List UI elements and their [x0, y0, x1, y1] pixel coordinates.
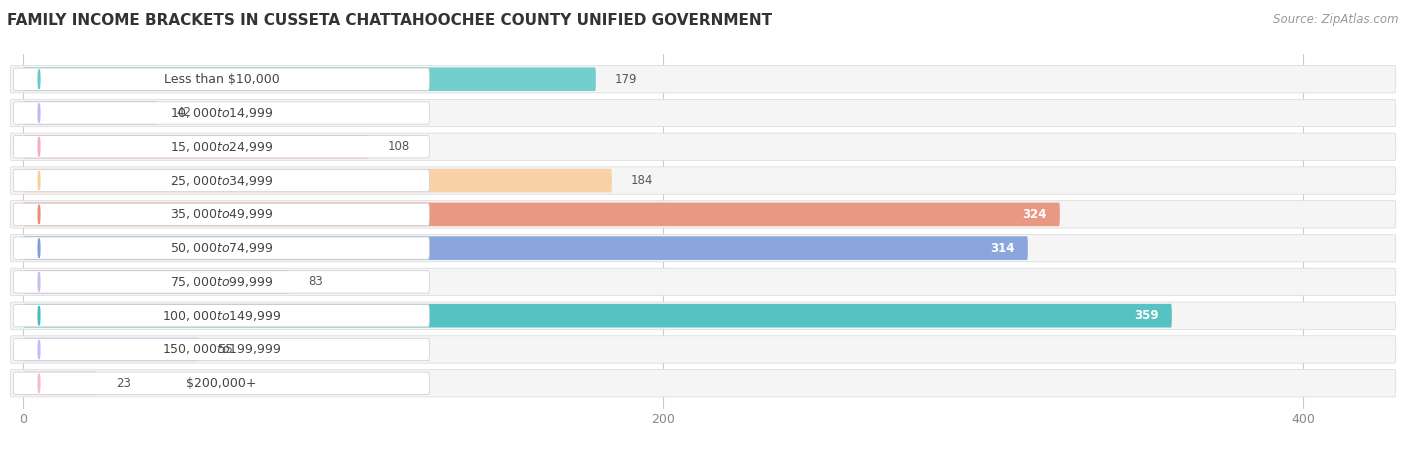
FancyBboxPatch shape [22, 236, 1028, 260]
FancyBboxPatch shape [22, 371, 97, 395]
FancyBboxPatch shape [10, 133, 1396, 160]
Text: 184: 184 [631, 174, 654, 187]
Text: Less than $10,000: Less than $10,000 [163, 73, 280, 86]
FancyBboxPatch shape [10, 268, 1396, 295]
Text: $50,000 to $74,999: $50,000 to $74,999 [170, 241, 273, 255]
Text: $35,000 to $49,999: $35,000 to $49,999 [170, 207, 273, 221]
FancyBboxPatch shape [10, 167, 1396, 194]
FancyBboxPatch shape [14, 339, 429, 361]
Text: $100,000 to $149,999: $100,000 to $149,999 [162, 309, 281, 323]
FancyBboxPatch shape [14, 102, 429, 124]
FancyBboxPatch shape [22, 169, 612, 192]
FancyBboxPatch shape [14, 237, 429, 259]
Text: $75,000 to $99,999: $75,000 to $99,999 [170, 275, 273, 289]
FancyBboxPatch shape [14, 304, 429, 327]
Circle shape [38, 104, 39, 123]
Text: $200,000+: $200,000+ [186, 377, 257, 390]
Text: Source: ZipAtlas.com: Source: ZipAtlas.com [1274, 13, 1399, 26]
Text: 359: 359 [1135, 309, 1159, 322]
FancyBboxPatch shape [10, 99, 1396, 127]
Text: $150,000 to $199,999: $150,000 to $199,999 [162, 343, 281, 357]
Circle shape [38, 340, 39, 359]
FancyBboxPatch shape [22, 338, 200, 361]
Text: 108: 108 [388, 140, 411, 153]
Text: FAMILY INCOME BRACKETS IN CUSSETA CHATTAHOOCHEE COUNTY UNIFIED GOVERNMENT: FAMILY INCOME BRACKETS IN CUSSETA CHATTA… [7, 13, 772, 28]
Circle shape [38, 374, 39, 393]
FancyBboxPatch shape [14, 271, 429, 293]
FancyBboxPatch shape [22, 304, 1171, 327]
Text: $10,000 to $14,999: $10,000 to $14,999 [170, 106, 273, 120]
FancyBboxPatch shape [14, 169, 429, 192]
Circle shape [38, 171, 39, 190]
Text: 83: 83 [308, 275, 322, 288]
Text: 42: 42 [177, 106, 191, 119]
FancyBboxPatch shape [10, 66, 1396, 93]
Text: 23: 23 [115, 377, 131, 390]
Text: $15,000 to $24,999: $15,000 to $24,999 [170, 140, 273, 154]
Circle shape [38, 306, 39, 325]
FancyBboxPatch shape [22, 101, 157, 125]
FancyBboxPatch shape [22, 135, 368, 158]
Circle shape [38, 137, 39, 156]
FancyBboxPatch shape [14, 372, 429, 394]
FancyBboxPatch shape [22, 202, 1060, 226]
FancyBboxPatch shape [22, 67, 596, 91]
Text: 324: 324 [1022, 208, 1047, 221]
Circle shape [38, 205, 39, 224]
FancyBboxPatch shape [14, 203, 429, 225]
FancyBboxPatch shape [10, 302, 1396, 330]
FancyBboxPatch shape [10, 201, 1396, 228]
FancyBboxPatch shape [14, 136, 429, 158]
FancyBboxPatch shape [10, 370, 1396, 397]
Circle shape [38, 70, 39, 88]
FancyBboxPatch shape [10, 234, 1396, 262]
Text: $25,000 to $34,999: $25,000 to $34,999 [170, 174, 273, 188]
Text: 179: 179 [614, 73, 637, 86]
FancyBboxPatch shape [10, 336, 1396, 363]
FancyBboxPatch shape [14, 68, 429, 90]
Circle shape [38, 273, 39, 291]
Circle shape [38, 239, 39, 258]
Text: 314: 314 [990, 242, 1015, 255]
Text: 55: 55 [218, 343, 233, 356]
FancyBboxPatch shape [22, 270, 288, 294]
